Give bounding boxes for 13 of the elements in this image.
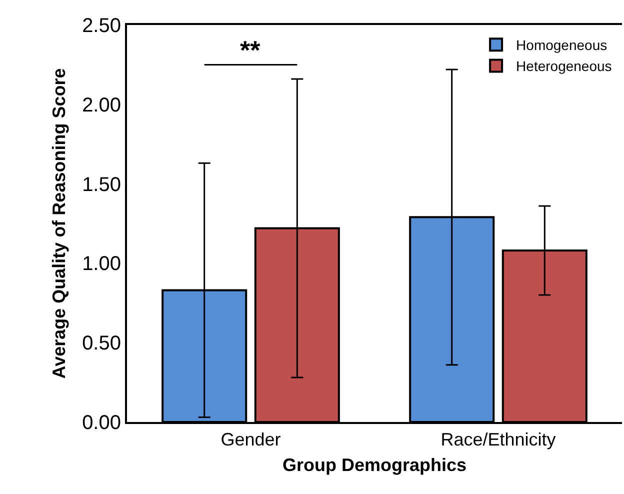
y-tick-label: 1.00	[82, 253, 121, 276]
y-tick-label: 2.50	[82, 15, 121, 37]
x-tick-label: Race/Ethnicity	[440, 430, 556, 450]
legend-label: Homogeneous	[516, 37, 608, 54]
y-tick-label: 0.00	[82, 412, 121, 434]
y-axis-title: Average Quality of Reasoning Score	[48, 68, 69, 379]
annotation: **	[240, 35, 262, 65]
y-tick-label: 1.50	[82, 174, 121, 196]
y-tick-label: 0.50	[82, 332, 121, 355]
y-tick-label: 2.00	[82, 94, 121, 116]
legend-label: Heterogeneous	[516, 58, 612, 74]
x-tick-label: Gender	[220, 430, 281, 450]
x-axis-title: Group Demographics	[282, 455, 467, 476]
